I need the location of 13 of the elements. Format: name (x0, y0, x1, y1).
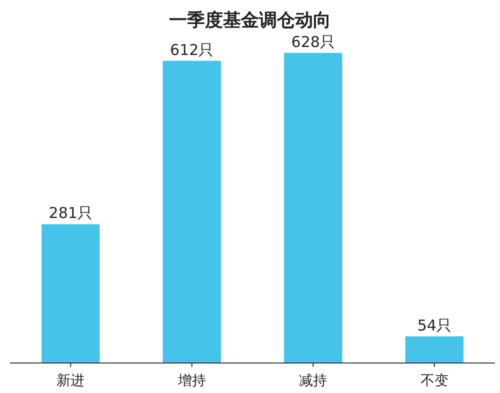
bar (405, 336, 464, 363)
bar (162, 60, 221, 363)
chart-title: 一季度基金调仓动向 (169, 10, 331, 31)
x-tick-label: 增持 (176, 373, 206, 389)
data-label: 54只 (417, 316, 452, 334)
data-label: 612只 (170, 40, 214, 59)
x-tick-label: 新进 (56, 373, 85, 389)
data-label: 628只 (291, 32, 335, 51)
bar (42, 224, 100, 363)
x-tick-label: 不变 (420, 373, 448, 389)
data-label: 281只 (48, 204, 92, 222)
x-tick-label: 减持 (299, 373, 328, 389)
bar (284, 52, 342, 363)
